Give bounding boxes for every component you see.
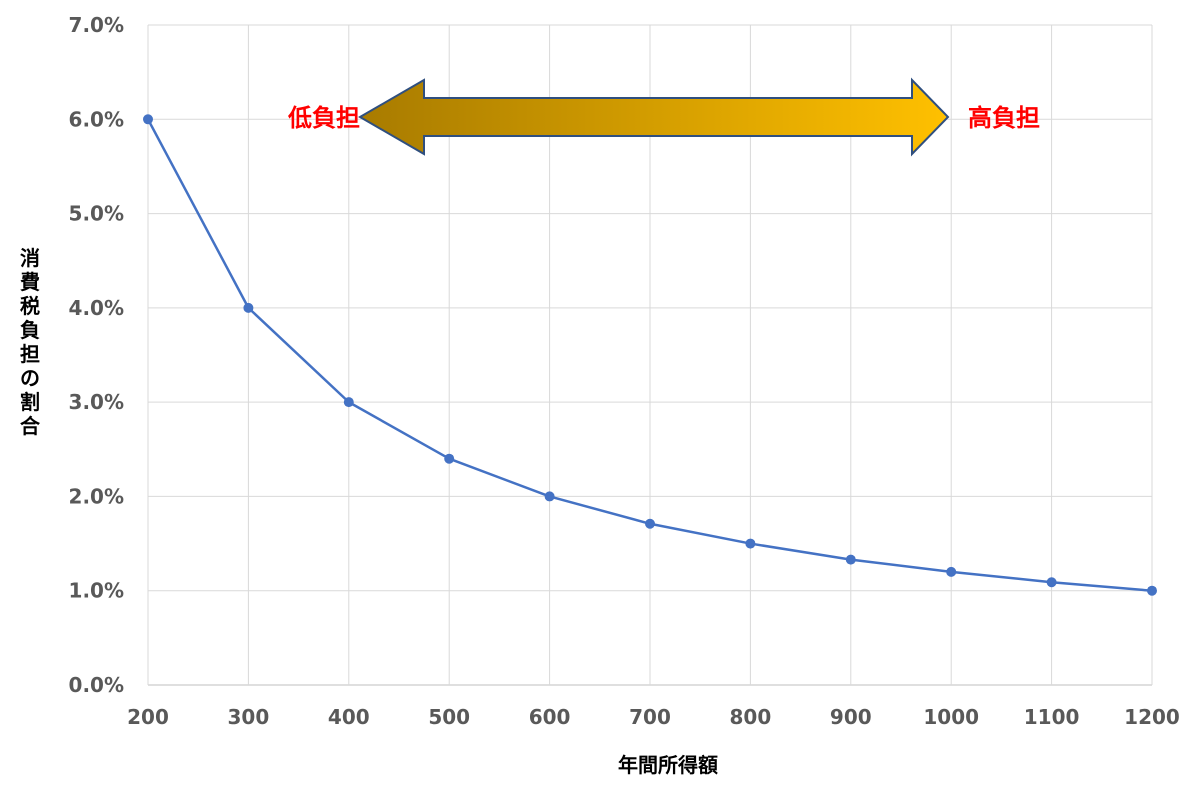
x-tick-label: 1100 (1024, 705, 1080, 729)
low-burden-label: 低負担 (287, 104, 360, 132)
y-axis-title: 消費税負担の割合 (20, 246, 41, 438)
data-point (243, 302, 254, 313)
data-point (845, 554, 856, 565)
data-point (1147, 585, 1157, 596)
y-tick-label: 0.0% (69, 673, 124, 697)
data-point (645, 518, 655, 529)
y-tick-label: 6.0% (69, 107, 124, 131)
high-burden-label: 高負担 (968, 104, 1040, 132)
data-point (946, 566, 957, 577)
y-tick-label: 2.0% (69, 484, 124, 508)
x-tick-label: 200 (127, 705, 169, 729)
y-tick-label: 5.0% (69, 202, 124, 226)
data-point (143, 114, 153, 125)
x-axis-title: 年間所得額 (618, 753, 718, 777)
x-tick-label: 300 (228, 705, 270, 729)
double-arrow-shape (358, 77, 950, 157)
data-point (444, 453, 455, 464)
y-tick-label: 3.0% (69, 390, 124, 414)
x-tick-label: 1000 (923, 705, 979, 729)
x-tick-label: 700 (629, 705, 671, 729)
x-tick-labels: 200 300 400 500 600 700 800 900 1000 1100 1200 (127, 705, 1180, 729)
x-tick-label: 500 (428, 705, 470, 729)
y-tick-labels: 0.0% 1.0% 2.0% 3.0% 4.0% 5.0% 6.0% 7.0% (69, 13, 124, 697)
series-layer (143, 114, 1157, 596)
y-tick-label: 1.0% (69, 579, 124, 603)
x-tick-label: 1200 (1124, 705, 1180, 729)
x-tick-label: 900 (830, 705, 872, 729)
data-point (745, 538, 756, 549)
data-point (544, 491, 555, 502)
data-point (1046, 577, 1057, 588)
y-tick-label: 7.0% (69, 13, 124, 37)
x-tick-label: 400 (328, 705, 370, 729)
data-point (343, 397, 354, 408)
x-tick-label: 600 (529, 705, 571, 729)
annotation-layer: 低負担 高負担 (287, 77, 1040, 157)
x-tick-label: 800 (730, 705, 772, 729)
y-tick-label: 4.0% (69, 296, 124, 320)
